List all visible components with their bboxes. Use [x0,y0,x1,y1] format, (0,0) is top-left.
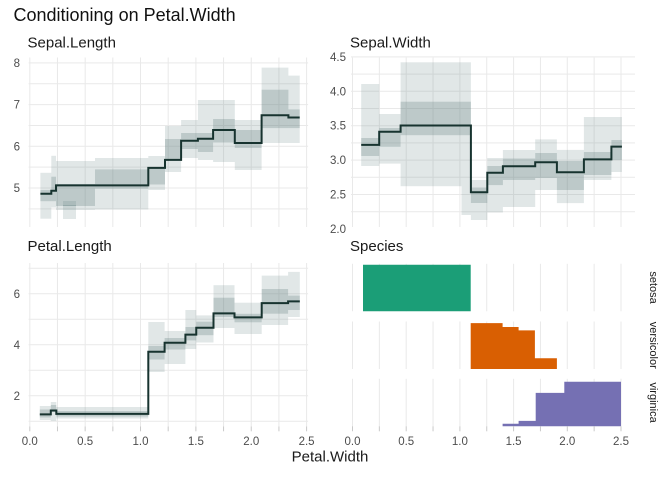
svg-text:1.0: 1.0 [133,436,149,448]
svg-text:4.5: 4.5 [330,52,346,64]
svg-text:2.5: 2.5 [299,436,315,448]
svg-text:1.5: 1.5 [506,436,522,448]
svg-text:6: 6 [14,289,20,301]
svg-text:2: 2 [14,391,20,403]
svg-text:Sepal.Length: Sepal.Length [28,35,116,52]
svg-text:5: 5 [14,183,20,195]
svg-text:2.5: 2.5 [613,436,629,448]
svg-text:6: 6 [14,141,20,153]
svg-text:3.5: 3.5 [330,121,346,133]
svg-text:2.0: 2.0 [330,224,346,236]
svg-text:4.0: 4.0 [330,86,346,98]
svg-text:virginica: virginica [647,382,659,423]
svg-text:Conditioning on Petal.Width: Conditioning on Petal.Width [14,5,236,25]
svg-text:setosa: setosa [647,271,659,304]
svg-text:8: 8 [14,58,20,70]
svg-text:1.5: 1.5 [188,436,204,448]
svg-text:versicolor: versicolor [647,322,659,369]
svg-text:4: 4 [14,340,21,352]
svg-text:2.0: 2.0 [243,436,259,448]
svg-text:1.0: 1.0 [452,436,468,448]
svg-text:0.0: 0.0 [345,436,361,448]
svg-text:3.0: 3.0 [330,155,346,167]
svg-text:2.0: 2.0 [559,436,575,448]
svg-text:Petal.Width: Petal.Width [292,449,369,466]
svg-text:0.5: 0.5 [398,436,414,448]
svg-text:Petal.Length: Petal.Length [28,238,112,255]
svg-text:Species: Species [350,238,403,255]
svg-text:7: 7 [14,100,20,112]
svg-text:0.5: 0.5 [77,436,93,448]
svg-text:Sepal.Width: Sepal.Width [350,35,431,52]
svg-text:0.0: 0.0 [22,436,38,448]
svg-text:2.5: 2.5 [330,190,346,202]
